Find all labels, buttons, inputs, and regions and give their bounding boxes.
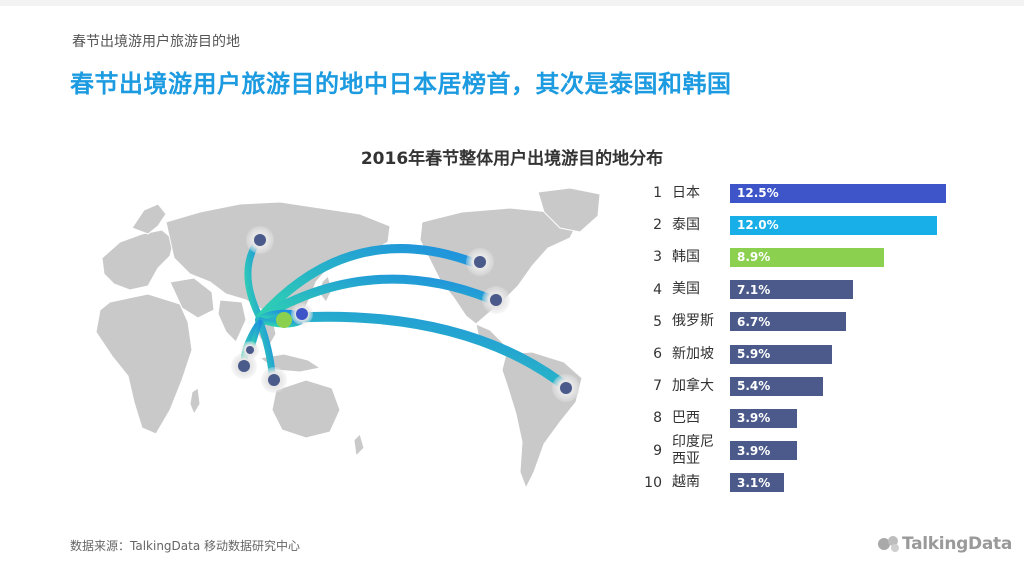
value-label: 6.7% [737,314,771,329]
section-label: 春节出境游用户旅游目的地 [72,34,240,50]
value-label: 8.9% [737,250,771,265]
continent-africa [95,293,193,435]
value-label: 3.9% [737,411,771,426]
marker-korea [276,312,292,328]
value-label: 3.9% [737,443,771,458]
value-bar: 12.0% [730,215,937,235]
headline: 春节出境游用户旅游目的地中日本居榜首，其次是泰国和韩国 [70,70,732,98]
value-bar: 8.9% [730,247,884,267]
island-new-zealand [353,433,365,458]
rank-number: 7 [653,378,662,395]
region-scandinavia [131,203,167,235]
continent-europe [101,229,175,291]
value-bar: 3.1% [730,473,784,493]
country-label: 印度尼 西亚 [672,433,714,467]
value-bar: 6.7% [730,312,846,332]
value-bar: 5.9% [730,344,832,364]
rank-number: 8 [653,410,662,427]
data-source: 数据来源：TalkingData 移动数据研究中心 [70,539,301,553]
continent-australia [271,379,341,439]
chart-title: 2016年春节整体用户出境游目的地分布 [360,149,664,169]
rank-number: 1 [653,185,662,201]
world-map [95,187,601,490]
marker-usa [482,286,510,314]
talkingdata-logo: TalkingData [876,534,1012,554]
region-india [217,299,247,343]
country-label: 韩国 [672,248,700,265]
rank-number: 10 [644,474,662,491]
rank-number: 2 [653,217,662,234]
rank-row: 10 越南 3.1% [640,468,784,498]
arrow-to-canada [255,244,477,323]
rank-row: 7 加拿大 5.4% [640,371,823,401]
country-label: 巴西 [672,409,700,426]
country-label: 加拿大 [672,377,714,394]
continent-asia [165,201,391,319]
top-bar [0,0,1024,6]
rank-row: 2 泰国 12.0% [640,210,937,240]
marker-thailand [231,353,257,379]
rank-number: 4 [653,281,662,298]
rank-number: 6 [653,346,662,362]
country-label: 越南 [672,474,700,491]
country-label: 美国 [672,281,700,298]
island-greenland [537,187,601,233]
destination-markers [231,226,580,402]
country-label: 俄罗斯 [672,313,714,330]
rank-number: 3 [653,249,662,266]
marker-vietnam [241,341,259,359]
rank-row: 3 韩国 8.9% [640,242,884,272]
value-bar: 5.4% [730,376,823,396]
country-label: 新加坡 [672,345,714,362]
value-label: 3.1% [737,475,771,490]
value-label: 5.4% [737,379,771,394]
rank-row: 9 印度尼 西亚 3.9% [640,433,797,467]
region-middle-east [169,277,215,319]
value-bar: 3.9% [730,441,797,461]
talkingdata-logo-icon [878,536,899,552]
value-label: 7.1% [737,282,771,297]
country-label: 日本 [672,184,700,201]
value-label: 12.0% [737,218,779,233]
marker-singapore [261,367,287,393]
value-label: 5.9% [737,347,771,361]
marker-russia [246,226,274,254]
value-bar: 7.1% [730,280,853,300]
marker-brazil [552,374,580,402]
land-masses [95,187,601,490]
island-madagascar [189,387,201,416]
rank-row: 5 俄罗斯 6.7% [640,307,846,337]
marker-canada [466,248,494,276]
marker-japan [291,303,313,325]
value-bar: 3.9% [730,408,797,428]
country-label: 泰国 [672,216,700,233]
rank-row: 4 美国 7.1% [640,275,853,305]
rank-number: 9 [653,442,662,459]
value-label: 12.5% [737,186,779,200]
rank-row: 1 日本 12.5% [640,178,946,208]
arrow-to-usa [255,274,493,323]
rank-number: 5 [653,313,662,330]
logo-text: TalkingData [902,534,1012,554]
rank-row: 6 新加坡 5.9% [640,339,832,369]
rank-row: 8 巴西 3.9% [640,403,797,433]
value-bar: 12.5% [730,183,946,203]
